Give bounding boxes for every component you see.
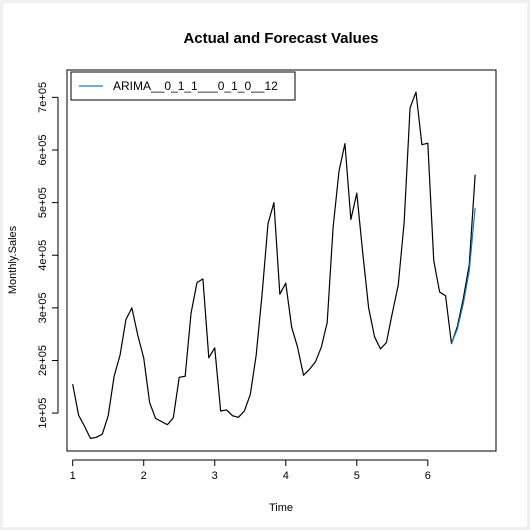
x-tick-label: 6	[425, 470, 431, 482]
legend: ARIMA__0_1_1___0_1_0__12	[70, 71, 296, 101]
x-tick-label: 2	[141, 470, 147, 482]
y-tick-label: 4e+05	[37, 240, 49, 271]
x-axis-label: Time	[269, 502, 293, 514]
y-tick-label: 7e+05	[37, 82, 49, 113]
x-axis: 1 2 3 4 5 6	[70, 459, 431, 482]
legend-box	[70, 71, 296, 101]
forecast-series-line	[450, 207, 476, 344]
y-tick-label: 3e+05	[37, 292, 49, 323]
y-tick-label: 5e+05	[37, 187, 49, 218]
y-tick-label: 1e+05	[37, 398, 49, 429]
series-group	[72, 91, 476, 439]
chart-title: Actual and Forecast Values	[183, 30, 378, 47]
actual-series-line	[72, 91, 476, 439]
legend-entry-label: ARIMA__0_1_1___0_1_0__12	[113, 79, 278, 93]
x-tick-label: 1	[70, 470, 76, 482]
plot-box	[66, 69, 497, 452]
x-tick-label: 4	[283, 470, 289, 482]
y-axis: 1e+05 2e+05 3e+05 4e+05 5e+05 6e+05 7e+05	[37, 82, 59, 429]
x-tick-label: 3	[212, 470, 218, 482]
y-tick-label: 6e+05	[37, 135, 49, 166]
y-tick-label: 2e+05	[37, 345, 49, 376]
x-tick-label: 5	[354, 470, 360, 482]
y-axis-label: Monthly.Sales	[7, 225, 19, 294]
